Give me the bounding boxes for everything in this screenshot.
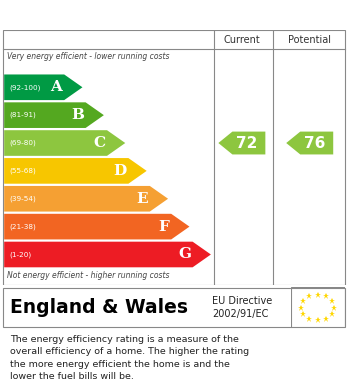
Polygon shape [4, 158, 147, 184]
Polygon shape [4, 130, 125, 156]
Text: F: F [159, 220, 169, 234]
Text: (39-54): (39-54) [9, 196, 36, 202]
Text: Current: Current [223, 34, 260, 45]
Text: D: D [113, 164, 127, 178]
Polygon shape [4, 74, 82, 100]
Text: England & Wales: England & Wales [10, 298, 188, 317]
Text: (21-38): (21-38) [9, 223, 36, 230]
Text: Very energy efficient - lower running costs: Very energy efficient - lower running co… [7, 52, 169, 61]
Text: (69-80): (69-80) [9, 140, 36, 146]
Text: G: G [178, 248, 191, 262]
Text: C: C [93, 136, 105, 150]
Polygon shape [4, 242, 211, 267]
Text: Potential: Potential [288, 34, 331, 45]
Text: A: A [50, 80, 63, 94]
Polygon shape [286, 132, 333, 154]
Text: (81-91): (81-91) [9, 112, 36, 118]
Text: EU Directive
2002/91/EC: EU Directive 2002/91/EC [212, 296, 272, 319]
Text: 72: 72 [236, 136, 257, 151]
Polygon shape [4, 214, 189, 239]
Text: 76: 76 [304, 136, 325, 151]
Text: (1-20): (1-20) [9, 251, 32, 258]
Text: B: B [71, 108, 84, 122]
Polygon shape [219, 132, 265, 154]
Polygon shape [4, 102, 104, 128]
Text: The energy efficiency rating is a measure of the
overall efficiency of a home. T: The energy efficiency rating is a measur… [10, 335, 250, 381]
Bar [3, 288, 345, 327]
Polygon shape [4, 186, 168, 212]
Text: Not energy efficient - higher running costs: Not energy efficient - higher running co… [7, 271, 169, 280]
Text: (92-100): (92-100) [9, 84, 41, 91]
Text: (55-68): (55-68) [9, 168, 36, 174]
Text: E: E [136, 192, 148, 206]
Text: Energy Efficiency Rating: Energy Efficiency Rating [10, 8, 213, 23]
